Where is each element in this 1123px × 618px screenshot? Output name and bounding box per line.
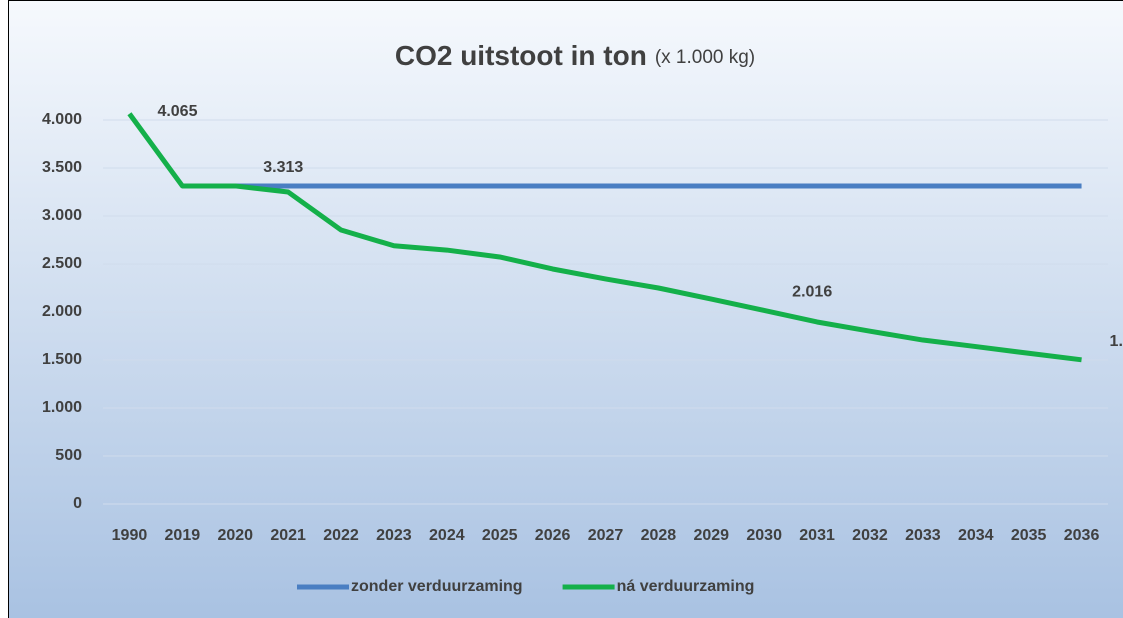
data-label: 4.065 <box>157 103 197 120</box>
data-label: 2.016 <box>792 284 832 301</box>
x-tick-label: 2030 <box>746 527 782 544</box>
data-label: 3.313 <box>263 159 303 176</box>
x-tick-label: 2031 <box>799 527 835 544</box>
y-tick-label: 2.500 <box>42 255 82 272</box>
x-tick-label: 1990 <box>112 527 148 544</box>
chart-subtitle: (x 1.000 kg) <box>655 47 755 68</box>
x-tick-label: 2028 <box>641 527 677 544</box>
y-tick-label: 3.500 <box>42 159 82 176</box>
x-tick-label: 2033 <box>905 527 941 544</box>
x-tick-label: 2019 <box>165 527 201 544</box>
line-series <box>127 112 1082 363</box>
x-tick-label: 2025 <box>482 527 518 544</box>
x-tick-label: 2023 <box>376 527 412 544</box>
x-tick-label: 2024 <box>429 527 465 544</box>
x-tick-label: 2021 <box>270 527 306 544</box>
y-tick-label: 500 <box>55 447 82 464</box>
x-tick-label: 2020 <box>217 527 253 544</box>
data-label: 1.502 <box>1110 333 1123 350</box>
legend-label: zonder verduurzaming <box>351 578 523 595</box>
x-tick-label: 2035 <box>1011 527 1047 544</box>
x-tick-label: 2027 <box>588 527 624 544</box>
x-tick-label: 2022 <box>323 527 359 544</box>
y-tick-label: 1.500 <box>42 351 82 368</box>
x-tick-label: 2036 <box>1064 527 1100 544</box>
x-tick-label: 2029 <box>693 527 729 544</box>
x-tick-label: 2026 <box>535 527 571 544</box>
x-tick-label: 2032 <box>852 527 888 544</box>
chart-title: CO2 uitstoot in ton <box>395 40 647 71</box>
legend-label: ná verduurzaming <box>617 578 755 595</box>
chart-title-group: CO2 uitstoot in ton (x 1.000 kg) <box>395 40 755 71</box>
x-tick-label: 2034 <box>958 527 994 544</box>
y-tick-label: 2.000 <box>42 303 82 320</box>
chart-background <box>8 0 1123 618</box>
y-tick-label: 0 <box>73 495 82 512</box>
y-tick-label: 4.000 <box>42 111 82 128</box>
y-tick-label: 3.000 <box>42 207 82 224</box>
y-tick-label: 1.000 <box>42 399 82 416</box>
